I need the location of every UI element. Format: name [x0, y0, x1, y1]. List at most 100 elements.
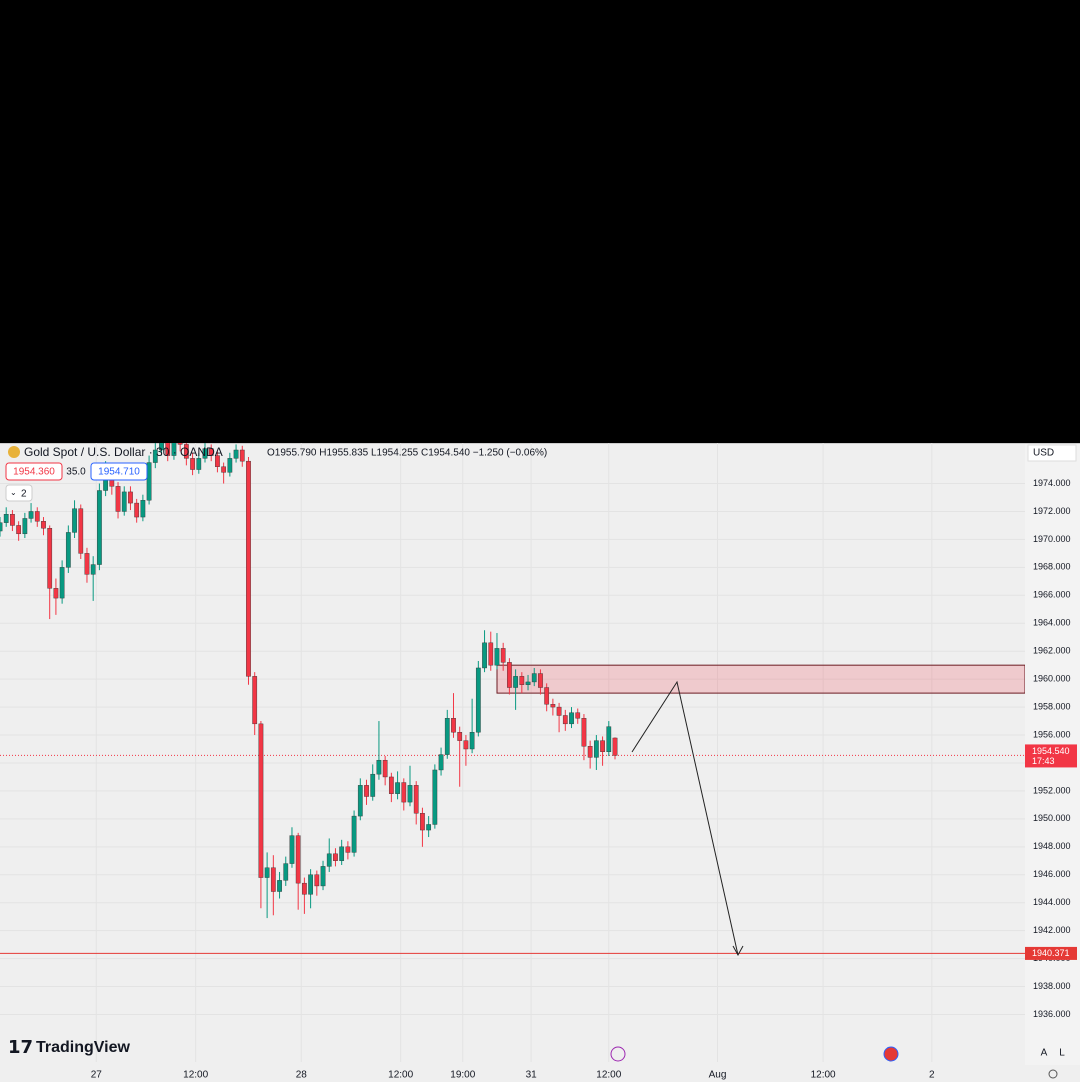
x-tick-label: 12:00: [811, 1070, 836, 1081]
candle-body: [47, 528, 53, 589]
candle-body: [171, 443, 177, 456]
candle-body: [65, 532, 71, 568]
candle-body: [128, 491, 133, 504]
candle-body: [221, 466, 227, 473]
x-tick-label: 12:00: [388, 1070, 413, 1081]
supply-zone: [496, 664, 1025, 694]
y-tick-label: 1950.000: [1033, 813, 1071, 823]
sell-button[interactable]: [5, 462, 63, 481]
candle-body: [134, 502, 140, 518]
candle-body: [202, 448, 208, 459]
candle-body: [277, 880, 282, 892]
y-tick-label: 1946.000: [1033, 869, 1071, 879]
settings-icon[interactable]: [1048, 1069, 1058, 1079]
ohlc-readout: O1955.790 H1955.835 L1954.255 C1954.540 …: [267, 448, 547, 459]
candle-body: [97, 490, 102, 565]
x-tick-label: 28: [296, 1070, 308, 1081]
candle-body: [451, 718, 456, 733]
event-icon[interactable]: [610, 1046, 626, 1062]
black-area: [0, 0, 1080, 443]
indicator-toggle[interactable]: [5, 484, 33, 502]
candle-body: [463, 740, 469, 750]
candle-body: [525, 681, 531, 685]
candle-body: [215, 455, 220, 467]
candle-body: [500, 648, 506, 663]
log-button[interactable]: L: [1059, 1048, 1065, 1059]
auto-button[interactable]: A: [1041, 1048, 1048, 1059]
candle-body: [469, 732, 475, 750]
candle-body: [84, 553, 90, 575]
candle-body: [550, 704, 556, 708]
y-tick-label: 1958.000: [1033, 701, 1071, 711]
candle-body: [488, 642, 494, 666]
candle-body: [227, 458, 233, 473]
symbol-icon: [8, 446, 20, 458]
candle-body: [177, 443, 183, 445]
projection-path: [631, 680, 739, 956]
currency[interactable]: USD: [1033, 448, 1054, 459]
y-tick-label: 1952.000: [1033, 785, 1071, 795]
candle-body: [606, 726, 612, 753]
brand-logo: 𝟭𝟳: [8, 1037, 33, 1057]
buy-button[interactable]: [90, 462, 148, 481]
y-tick-label: 1936.000: [1033, 1009, 1071, 1019]
y-tick-label: 1944.000: [1033, 897, 1071, 907]
candle-body: [233, 449, 239, 459]
candle-body: [413, 785, 419, 814]
candle-body: [364, 785, 369, 797]
y-tick-label: 1938.000: [1033, 981, 1071, 991]
candle-body: [581, 718, 587, 747]
candle-body: [0, 522, 3, 532]
candle-body: [78, 508, 84, 554]
candle-body: [370, 773, 376, 797]
candle-body: [388, 776, 394, 794]
candle-body: [544, 687, 550, 705]
candle-body: [140, 500, 146, 518]
y-tick-label: 1962.000: [1033, 646, 1071, 656]
x-tick-label: 2: [929, 1070, 935, 1081]
candle-body: [407, 785, 413, 803]
candle-body: [494, 648, 500, 666]
buy-price[interactable]: 1954.710: [98, 467, 140, 478]
candle-body: [600, 740, 605, 753]
candle-body: [382, 759, 388, 778]
candle-body: [351, 815, 357, 853]
candle-body: [420, 813, 425, 831]
candle-body: [320, 866, 326, 887]
candle-body: [556, 706, 562, 716]
candle-body: [302, 882, 307, 895]
candle-body: [183, 444, 189, 459]
y-tick-label: 1948.000: [1033, 841, 1071, 851]
price-tag-countdown: 17:43: [1032, 756, 1055, 766]
candle-body: [538, 673, 543, 688]
x-tick-label: 19:00: [450, 1070, 475, 1081]
candle-body: [438, 754, 444, 771]
candle-body: [121, 491, 127, 512]
y-tick-label: 1942.000: [1033, 925, 1071, 935]
y-tick-label: 1964.000: [1033, 618, 1071, 628]
x-tick-label: 27: [91, 1070, 103, 1081]
sell-price[interactable]: 1954.360: [13, 467, 55, 478]
candle-body: [196, 458, 202, 470]
candle-body: [513, 676, 518, 688]
candle-body: [90, 564, 96, 575]
candle-body: [190, 458, 195, 470]
candle-body: [72, 508, 77, 533]
symbol-title[interactable]: Gold Spot / U.S. Dollar · 30 · OANDA: [24, 445, 223, 459]
candle-body: [457, 732, 463, 741]
spread: 35.0: [66, 467, 86, 478]
candle-body: [569, 712, 574, 725]
y-tick-label: 1960.000: [1033, 674, 1071, 684]
indicator-count[interactable]: 2: [21, 489, 27, 500]
candle-body: [16, 525, 22, 535]
y-tick-label: 1966.000: [1033, 590, 1071, 600]
chevron: ⌄: [10, 488, 17, 497]
currency-box[interactable]: [1027, 444, 1077, 462]
candle-body: [115, 486, 121, 512]
candle-body: [270, 867, 276, 892]
flag-icon[interactable]: [883, 1046, 899, 1062]
candle-body: [432, 769, 438, 825]
candle-body: [22, 518, 28, 535]
candle-body: [246, 460, 251, 677]
